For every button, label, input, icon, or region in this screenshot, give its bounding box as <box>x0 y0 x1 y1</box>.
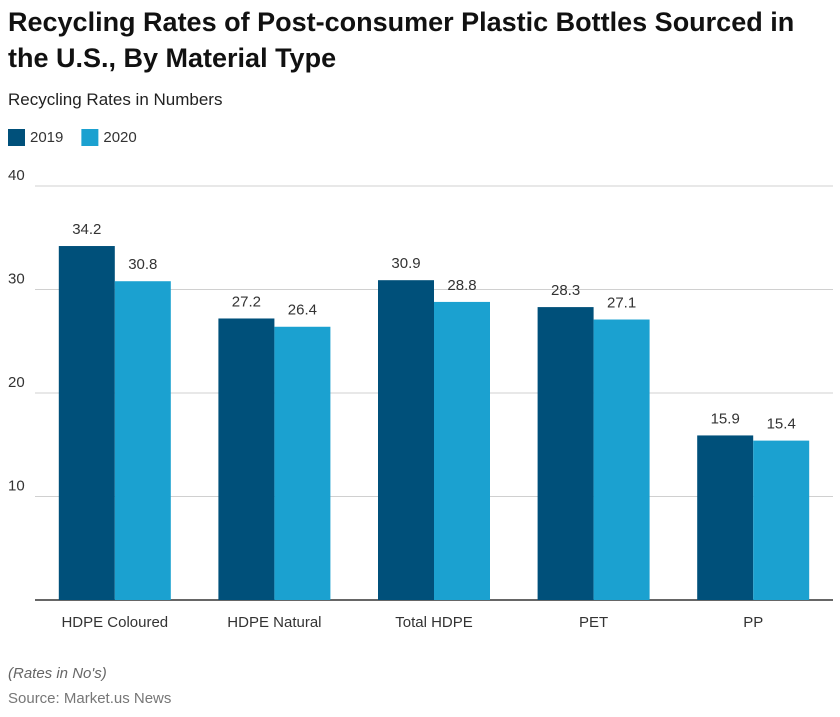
bar <box>697 435 754 600</box>
x-tick-label: PET <box>579 614 608 631</box>
value-label: 15.9 <box>711 410 740 427</box>
bar <box>218 318 275 600</box>
value-label: 30.9 <box>391 255 420 272</box>
y-tick-label: 20 <box>8 374 25 391</box>
source: Source: Market.us News <box>8 690 172 707</box>
value-label: 26.4 <box>288 302 317 319</box>
value-label: 27.2 <box>232 293 261 310</box>
value-label: 28.8 <box>447 277 476 294</box>
y-tick-label: 30 <box>8 270 25 287</box>
chart-subtitle: Recycling Rates in Numbers <box>8 90 223 109</box>
legend-label: 2020 <box>103 129 136 146</box>
bar <box>593 319 650 600</box>
bar <box>434 301 490 600</box>
x-tick-label: HDPE Natural <box>227 614 321 631</box>
legend-swatch <box>8 129 25 146</box>
value-label: 34.2 <box>72 221 101 238</box>
y-tick-label: 10 <box>8 477 25 494</box>
bar <box>274 326 331 600</box>
chart-title: Recycling Rates of Post-consumer Plastic… <box>8 7 795 73</box>
bar <box>378 280 434 600</box>
bar <box>114 281 171 600</box>
value-label: 30.8 <box>128 256 157 273</box>
value-label: 15.4 <box>767 416 796 433</box>
legend-label: 2019 <box>30 129 63 146</box>
bar <box>753 440 810 600</box>
value-label: 27.1 <box>607 294 636 311</box>
x-tick-label: PP <box>743 614 763 631</box>
bar <box>58 246 115 600</box>
x-tick-label: HDPE Coloured <box>61 614 168 631</box>
bar <box>537 307 594 600</box>
x-tick-label: Total HDPE <box>395 614 473 631</box>
value-label: 28.3 <box>551 282 580 299</box>
legend-swatch <box>81 129 99 146</box>
y-tick-label: 40 <box>8 167 25 184</box>
note: (Rates in No's) <box>8 665 107 682</box>
